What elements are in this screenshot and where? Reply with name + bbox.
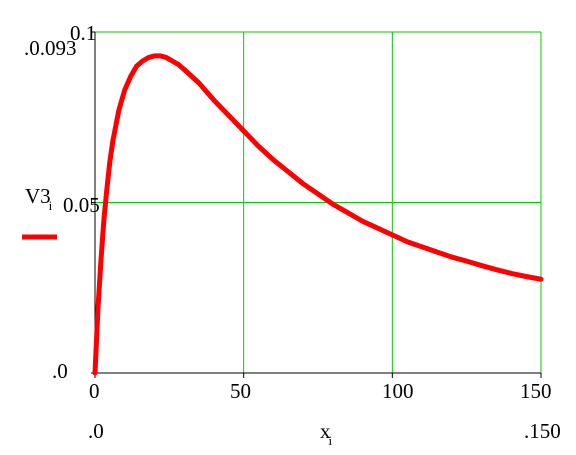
series-line-v3	[92, 53, 544, 376]
x-axis-label-text: x	[320, 419, 331, 443]
x-tick-label-0: 0	[89, 379, 100, 403]
x-tick-label-150: 150	[520, 379, 552, 403]
x-axis-label-subscript: i	[328, 433, 333, 448]
y-tick-label-max: 0.1	[70, 21, 97, 45]
series-lines	[92, 53, 544, 376]
x-axis-label: xi	[320, 419, 334, 448]
y-range-label-min: .0	[52, 359, 68, 383]
axes	[91, 31, 542, 378]
x-tick-label-100: 100	[382, 379, 414, 403]
y-axis-label-subscript: i	[48, 198, 53, 213]
y-axis-label: V3i	[25, 184, 54, 213]
grid-lines	[95, 31, 542, 373]
x-range-label-min: .0	[88, 419, 104, 443]
y-range-label-max: .0.093	[24, 36, 77, 60]
y-axis-label-text: V3	[25, 184, 51, 208]
x-range-label-max: .150	[524, 419, 561, 443]
x-tick-label-50: 50	[230, 379, 251, 403]
y-tick-label-mid: 0.05	[63, 193, 100, 217]
